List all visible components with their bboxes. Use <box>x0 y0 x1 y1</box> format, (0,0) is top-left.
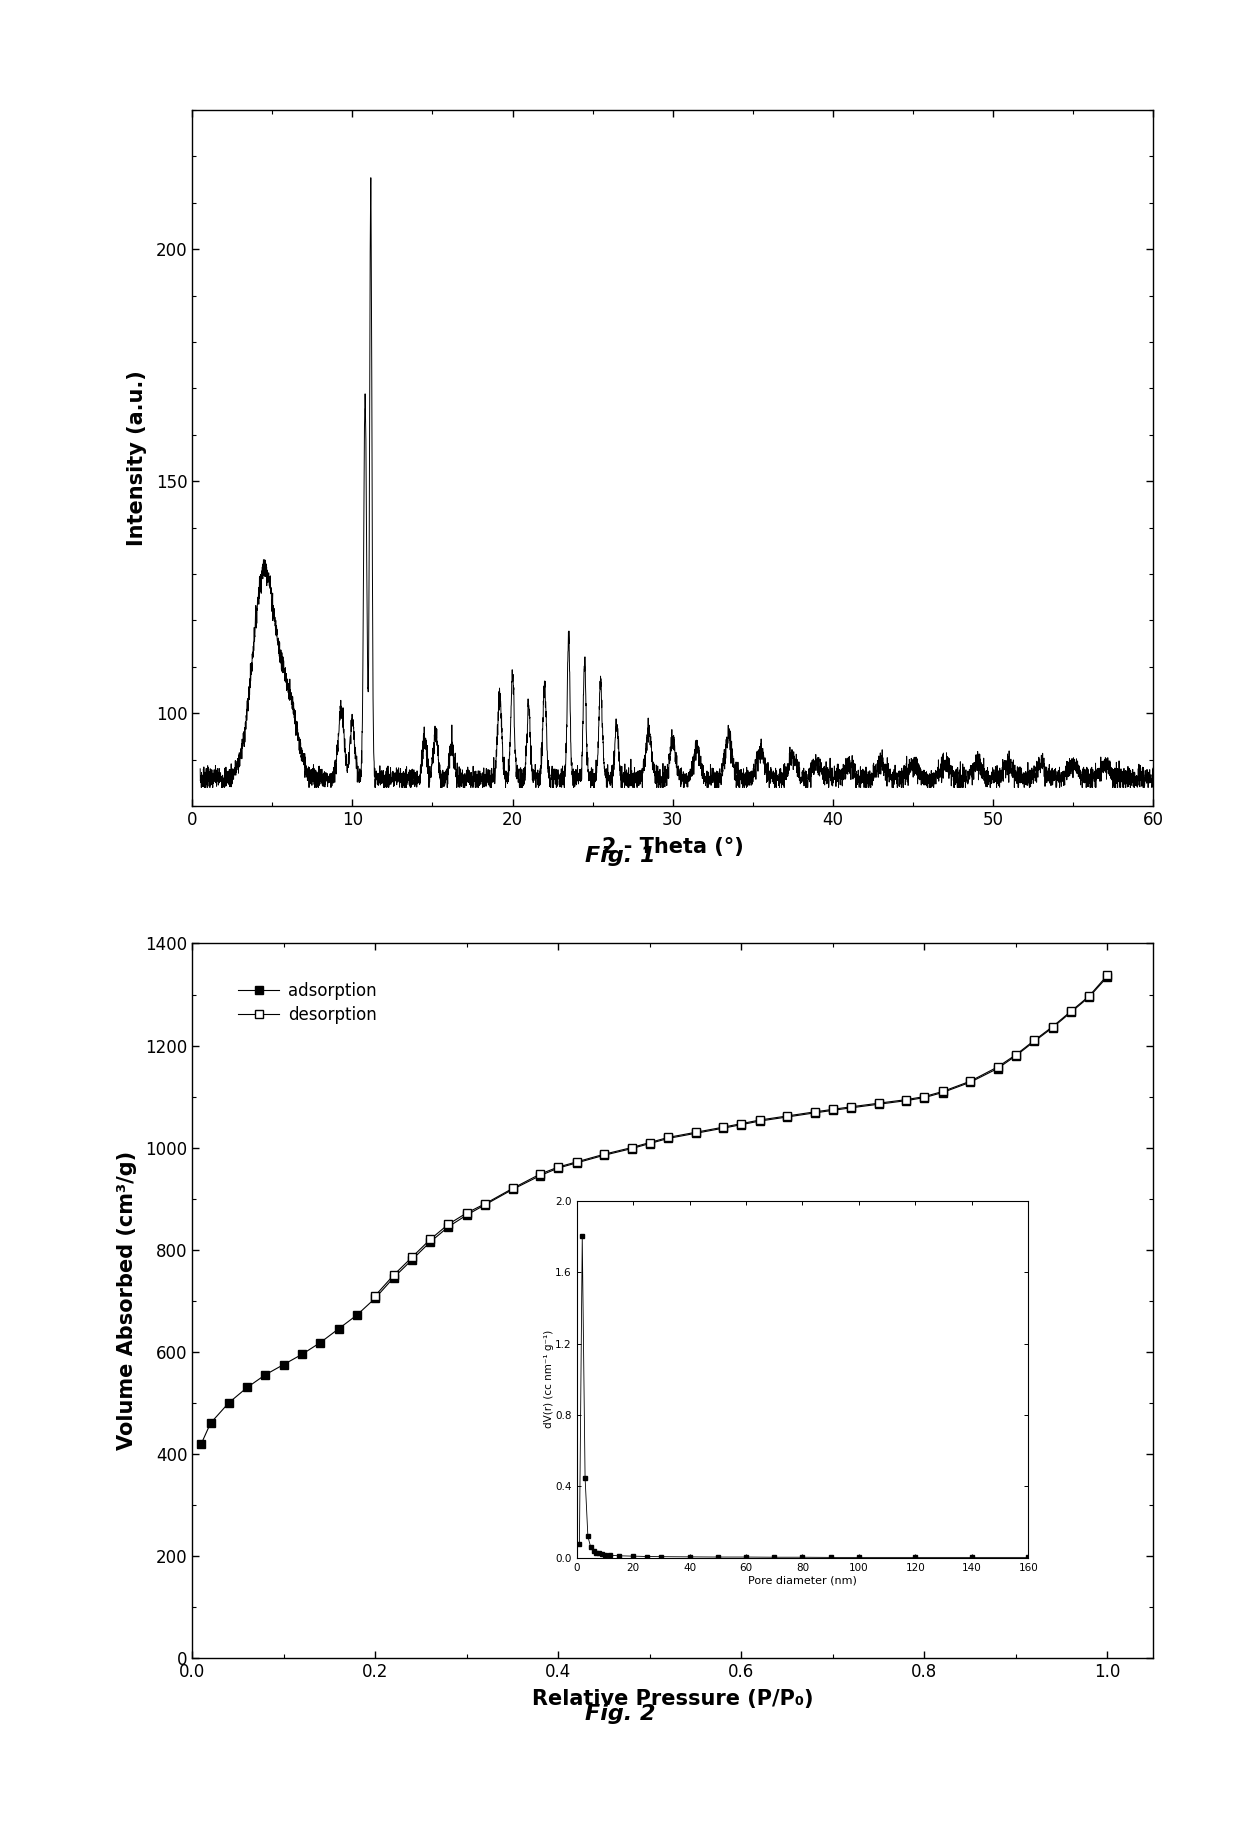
adsorption <box>1027 1030 1042 1052</box>
X-axis label: 2 - Theta (°): 2 - Theta (°) <box>601 837 744 857</box>
desorption <box>423 1229 438 1251</box>
adsorption <box>962 1072 977 1094</box>
adsorption <box>423 1231 438 1253</box>
desorption <box>1008 1044 1023 1066</box>
Legend: adsorption, desorption: adsorption, desorption <box>229 973 384 1033</box>
desorption <box>505 1178 520 1200</box>
Line: adsorption: adsorption <box>197 973 1111 1447</box>
desorption <box>688 1121 703 1143</box>
adsorption <box>532 1165 547 1187</box>
adsorption <box>368 1288 383 1310</box>
adsorption <box>569 1152 584 1174</box>
desorption <box>1081 986 1096 1008</box>
adsorption <box>715 1118 730 1140</box>
adsorption <box>477 1194 492 1216</box>
desorption <box>991 1055 1006 1077</box>
desorption <box>661 1127 676 1149</box>
adsorption <box>551 1158 565 1180</box>
adsorption <box>916 1086 931 1108</box>
desorption <box>916 1086 931 1108</box>
adsorption <box>404 1249 419 1271</box>
desorption <box>1100 964 1115 986</box>
Text: Fig. 2: Fig. 2 <box>585 1704 655 1724</box>
desorption <box>441 1213 456 1235</box>
desorption <box>368 1284 383 1306</box>
desorption <box>826 1099 841 1121</box>
desorption <box>404 1246 419 1268</box>
adsorption <box>642 1132 657 1154</box>
Y-axis label: Intensity (a.u.): Intensity (a.u.) <box>128 370 148 546</box>
desorption <box>1045 1015 1060 1037</box>
adsorption <box>222 1392 237 1414</box>
adsorption <box>843 1097 858 1119</box>
adsorption <box>991 1057 1006 1079</box>
adsorption <box>1081 986 1096 1008</box>
adsorption <box>258 1363 273 1385</box>
desorption <box>872 1092 887 1114</box>
desorption <box>551 1156 565 1178</box>
adsorption <box>935 1081 950 1103</box>
adsorption <box>872 1094 887 1116</box>
desorption <box>780 1105 795 1127</box>
desorption <box>935 1081 950 1103</box>
desorption <box>899 1088 914 1110</box>
desorption <box>569 1150 584 1172</box>
desorption <box>386 1264 401 1286</box>
desorption <box>459 1202 474 1224</box>
adsorption <box>239 1376 254 1398</box>
adsorption <box>203 1412 218 1434</box>
adsorption <box>441 1216 456 1238</box>
desorption <box>477 1193 492 1215</box>
desorption <box>1027 1030 1042 1052</box>
desorption <box>1064 1000 1079 1022</box>
adsorption <box>661 1127 676 1149</box>
adsorption <box>688 1123 703 1145</box>
adsorption <box>1100 965 1115 987</box>
Text: Fig. 1: Fig. 1 <box>585 846 655 867</box>
adsorption <box>899 1090 914 1112</box>
desorption <box>753 1108 768 1130</box>
adsorption <box>596 1145 611 1167</box>
adsorption <box>312 1332 327 1354</box>
adsorption <box>459 1204 474 1226</box>
adsorption <box>505 1178 520 1200</box>
desorption <box>843 1096 858 1118</box>
adsorption <box>386 1266 401 1288</box>
desorption <box>734 1112 749 1134</box>
adsorption <box>331 1317 346 1339</box>
adsorption <box>1045 1017 1060 1039</box>
X-axis label: Relative Pressure (P/P₀): Relative Pressure (P/P₀) <box>532 1689 813 1709</box>
desorption <box>532 1163 547 1185</box>
adsorption <box>277 1354 291 1376</box>
desorption <box>624 1136 639 1158</box>
Line: desorption: desorption <box>372 971 1111 1299</box>
adsorption <box>753 1110 768 1132</box>
adsorption <box>193 1433 208 1455</box>
Y-axis label: Volume Absorbed (cm³/g): Volume Absorbed (cm³/g) <box>117 1150 136 1451</box>
adsorption <box>807 1101 822 1123</box>
desorption <box>642 1132 657 1154</box>
desorption <box>962 1070 977 1092</box>
adsorption <box>1064 1002 1079 1024</box>
adsorption <box>826 1099 841 1121</box>
adsorption <box>780 1107 795 1129</box>
adsorption <box>624 1138 639 1160</box>
desorption <box>807 1101 822 1123</box>
desorption <box>715 1116 730 1138</box>
desorption <box>596 1143 611 1165</box>
adsorption <box>1008 1044 1023 1066</box>
adsorption <box>734 1114 749 1136</box>
adsorption <box>350 1304 365 1326</box>
X-axis label: Pore diameter (nm): Pore diameter (nm) <box>748 1576 857 1585</box>
Y-axis label: dV(r) (cc nm⁻¹ g⁻¹): dV(r) (cc nm⁻¹ g⁻¹) <box>543 1330 554 1429</box>
adsorption <box>295 1343 310 1365</box>
